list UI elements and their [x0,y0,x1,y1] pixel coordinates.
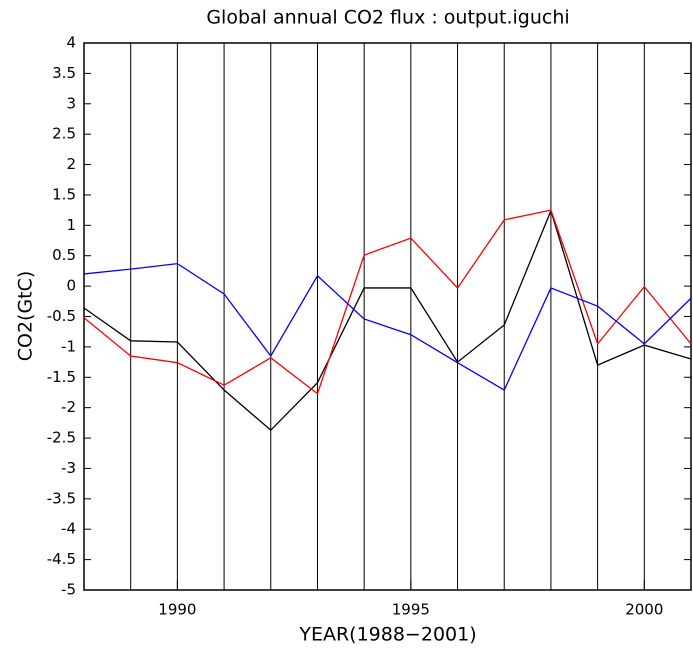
y-tick-label: 1 [66,216,76,234]
y-tick-label: 3 [66,94,76,112]
x-tick-label: 1990 [158,601,196,619]
chart-title: Global annual CO2 flux : output.iguchi [206,7,569,29]
y-tick-label: -2.5 [47,429,76,447]
y-tick-label: -1.5 [47,368,76,386]
y-tick-label: -3.5 [47,489,76,507]
y-tick-label: -2 [61,398,76,416]
y-tick-label: 0 [66,277,76,295]
y-axis-label: CO2(GtC) [15,271,37,362]
y-tick-label: -4 [61,520,76,538]
y-tick-label: -1 [61,337,76,355]
y-tick-label: -0.5 [47,307,76,325]
y-tick-label: -4.5 [47,550,76,568]
y-tick-label: 2 [66,155,76,173]
x-tick-label: 2000 [625,601,663,619]
series-line [83,209,692,395]
y-tick-label: 0.5 [52,246,76,264]
plot-frame [83,42,692,591]
y-tick-label: -5 [61,581,76,599]
y-tick-label: -3 [61,459,76,477]
y-tick-label: 2.5 [52,125,76,143]
series-line [83,208,692,432]
x-axis-label: YEAR(1988−2001) [298,624,476,646]
y-tick-label: 1.5 [52,185,76,203]
y-tick-label: 4 [66,34,76,52]
y-tick-label: 3.5 [52,64,76,82]
x-tick-label: 1995 [392,601,430,619]
series-line [83,262,692,391]
